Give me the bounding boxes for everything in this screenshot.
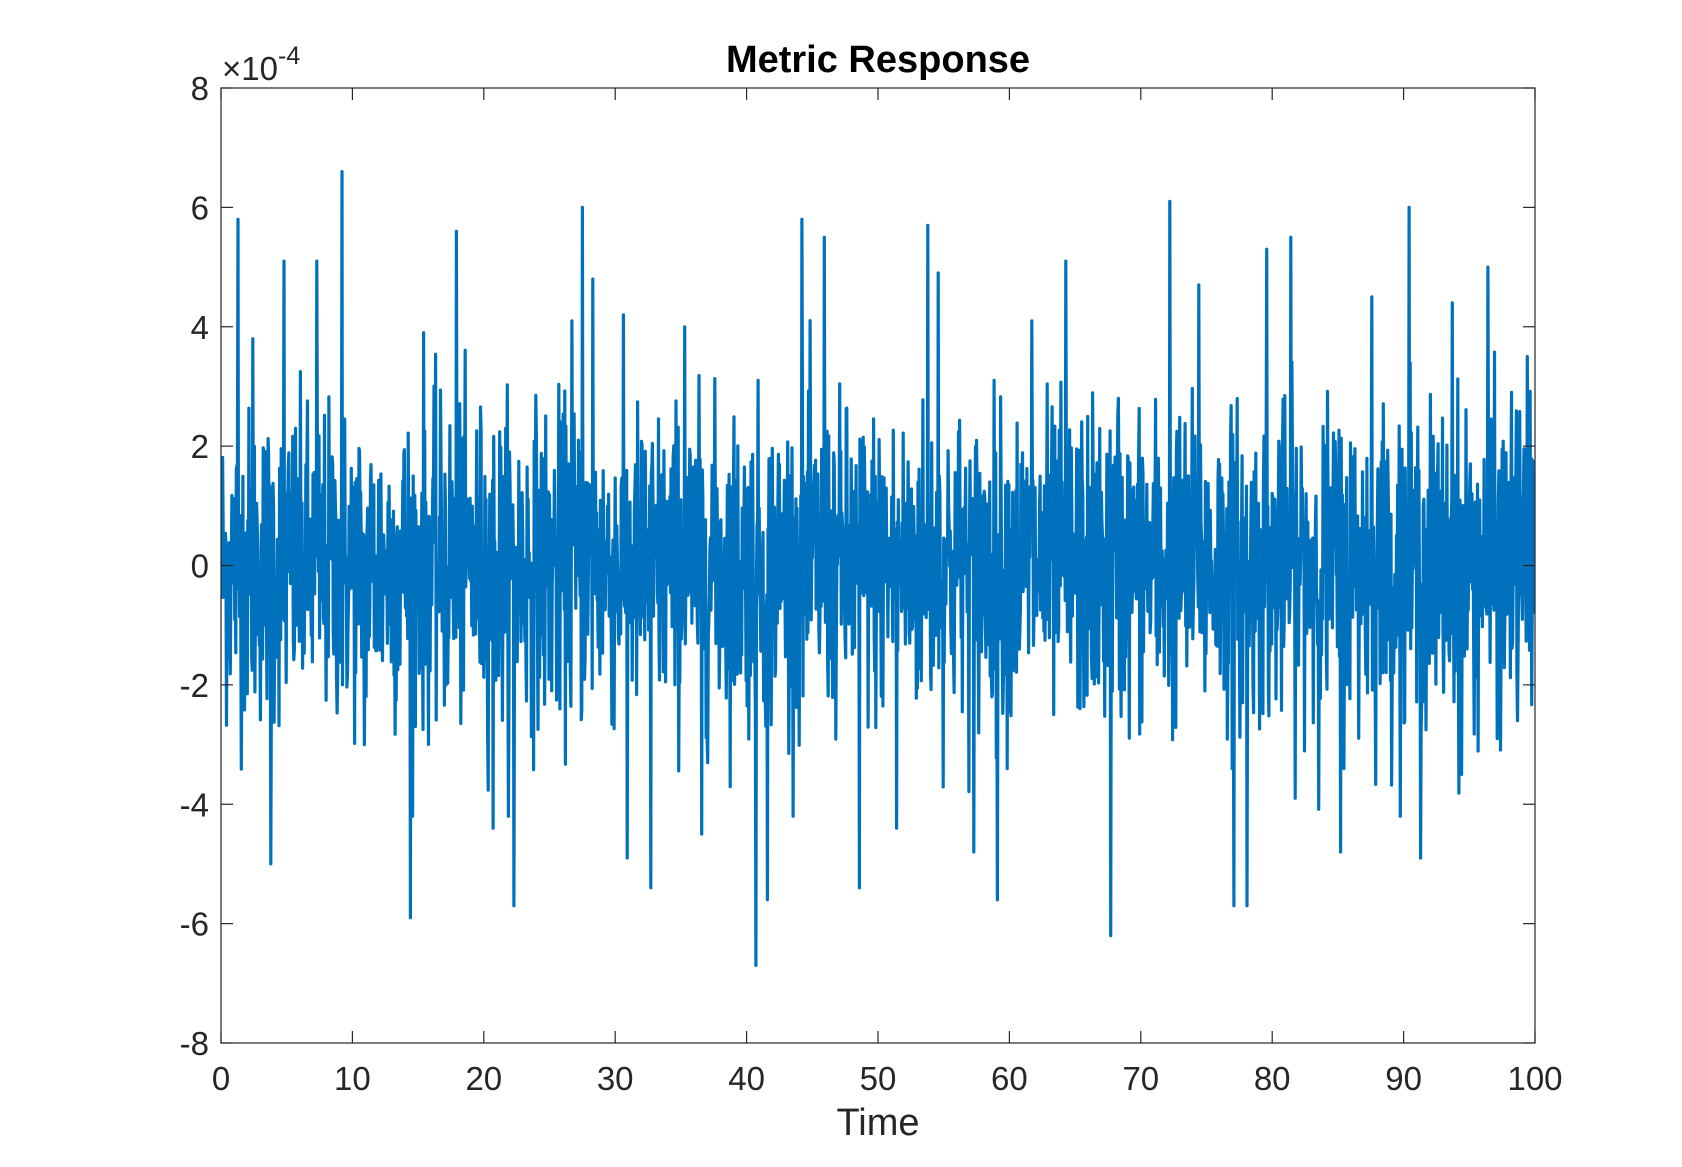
y-tick-label: -8	[180, 1025, 209, 1062]
chart-title: Metric Response	[726, 39, 1030, 81]
y-tick-label: 6	[191, 189, 209, 226]
x-tick-label: 10	[334, 1060, 371, 1097]
x-tick-label: 0	[212, 1060, 230, 1097]
x-axis-label: Time	[836, 1102, 919, 1144]
y-tick-label: 8	[191, 70, 209, 107]
x-tick-label: 60	[991, 1060, 1028, 1097]
y-multiplier-exponent: -4	[278, 42, 300, 70]
y-axis-multiplier: ×10-4	[222, 42, 300, 87]
y-tick-label: 0	[191, 548, 209, 585]
x-tick-label: 20	[465, 1060, 502, 1097]
x-tick-label: 100	[1507, 1060, 1562, 1097]
series-line	[221, 170, 1535, 968]
x-tick-label: 40	[728, 1060, 765, 1097]
y-tick-label: -4	[180, 786, 209, 823]
y-tick-label: 2	[191, 428, 209, 465]
x-tick-label: 90	[1385, 1060, 1422, 1097]
y-multiplier-times: ×	[222, 50, 241, 87]
y-tick-label: 4	[191, 309, 209, 346]
x-tick-label: 80	[1254, 1060, 1291, 1097]
y-multiplier-base: 10	[241, 50, 278, 87]
x-tick-label: 70	[1122, 1060, 1159, 1097]
y-tick-label: -6	[180, 906, 209, 943]
x-tick-label: 30	[597, 1060, 634, 1097]
x-tick-label: 50	[860, 1060, 897, 1097]
y-tick-label: -2	[180, 667, 209, 704]
